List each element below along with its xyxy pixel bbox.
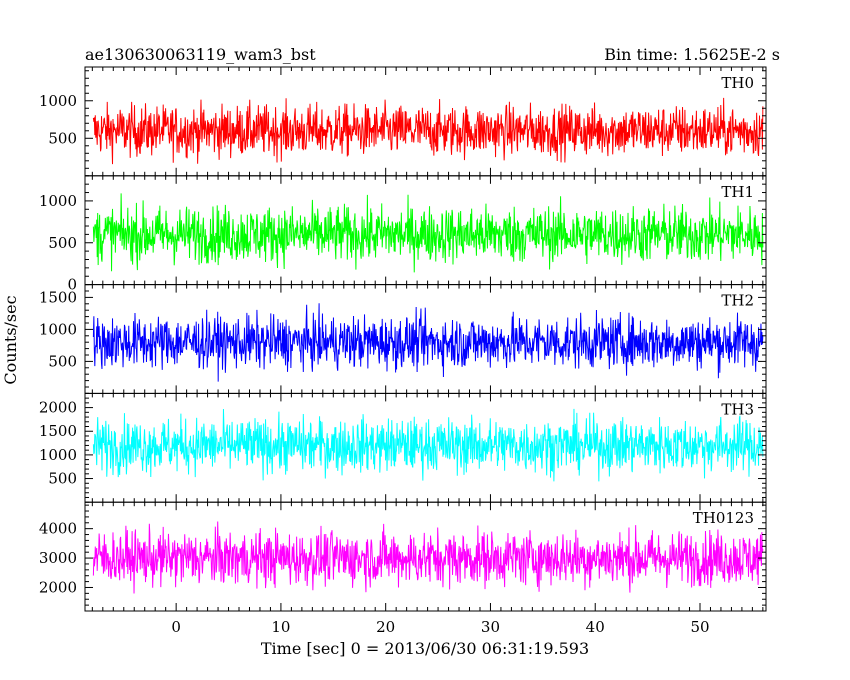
y-tick-label: 0 [67, 276, 77, 294]
panel-th2: 500 1000 1500 TH2 [39, 284, 767, 394]
y-tick-label: 500 [48, 470, 77, 488]
series-trace-th0123 [92, 521, 764, 594]
panel-label-th1: TH1 [721, 183, 754, 201]
series-trace-th0 [92, 97, 764, 165]
y-tick-label: 1000 [39, 446, 77, 464]
panel-th3: 500 1000 1500 2000 TH3 [39, 392, 767, 503]
x-axis-label: Time [sec] 0 = 2013/06/30 06:31:19.593 [261, 639, 589, 658]
x-tick-label: 10 [271, 618, 290, 636]
bin-time-label: Bin time: 1.5625E-2 s [604, 45, 780, 64]
series-trace-th2 [92, 303, 764, 382]
panel-th0123: 2000 3000 4000 TH0123 [39, 501, 767, 612]
x-tick-label: 20 [376, 618, 395, 636]
x-tick-label: 0 [171, 618, 181, 636]
x-tick-label: 30 [481, 618, 500, 636]
y-axis-label: Counts/sec [1, 295, 20, 384]
panel-label-th0: TH0 [721, 74, 754, 92]
y-tick-label: 1500 [39, 288, 77, 306]
y-tick-label: 500 [48, 129, 77, 147]
panel-th0: 500 1000 TH0 [39, 66, 767, 177]
y-tick-label: 4000 [39, 520, 77, 538]
x-tick-label: 50 [690, 618, 709, 636]
panel-frame [84, 501, 767, 612]
panel-label-th0123: TH0123 [693, 509, 754, 527]
y-tick-label: 500 [48, 352, 77, 370]
y-tick-label: 500 [48, 234, 77, 252]
series-trace-th3 [92, 408, 764, 482]
y-tick-label: 2000 [39, 399, 77, 417]
y-tick-label: 2000 [39, 578, 77, 596]
y-tick-label: 1000 [39, 320, 77, 338]
plot-title: ae130630063119_wam3_bst [85, 45, 316, 64]
panel-th1: 0 500 1000 TH1 [39, 175, 767, 294]
panel-label-th2: TH2 [721, 292, 754, 310]
y-tick-label: 3000 [39, 549, 77, 567]
y-tick-label: 1500 [39, 422, 77, 440]
panel-label-th3: TH3 [721, 400, 754, 418]
x-tick-label: 40 [586, 618, 605, 636]
y-tick-label: 1000 [39, 192, 77, 210]
series-trace-th1 [92, 193, 764, 273]
y-tick-label: 1000 [39, 92, 77, 110]
